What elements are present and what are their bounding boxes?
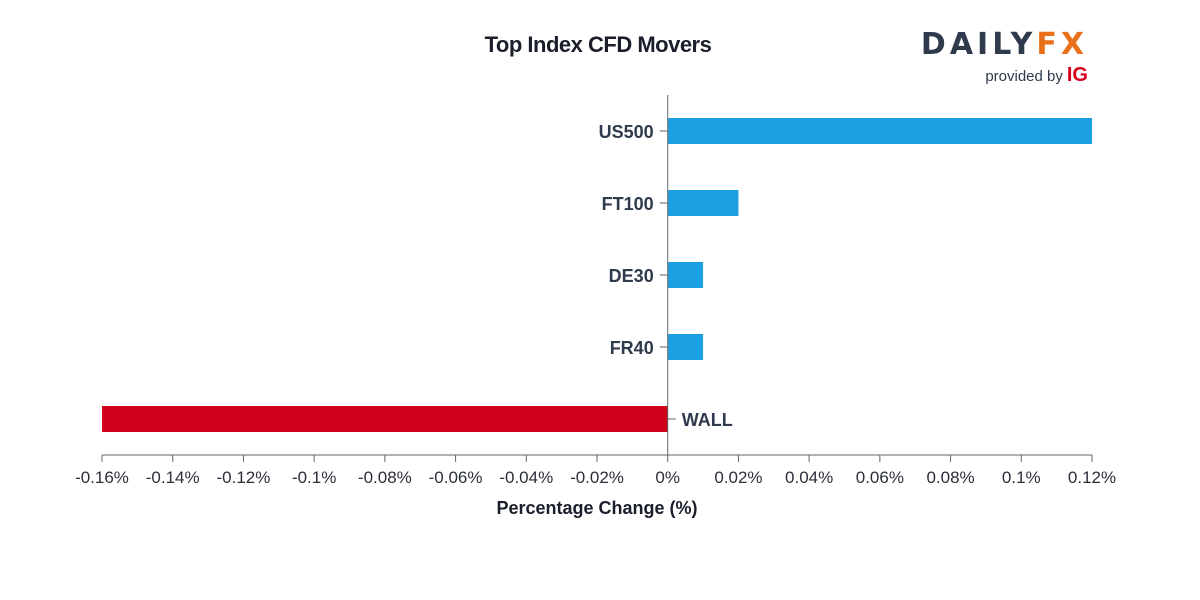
x-tick-label: -0.14% xyxy=(146,468,200,487)
ig-logo: IG xyxy=(1066,64,1088,86)
x-tick-label: 0.12% xyxy=(1068,468,1116,487)
bar-de30 xyxy=(667,262,704,288)
category-label-ft100: FT100 xyxy=(602,194,654,214)
category-label-fr40: FR40 xyxy=(610,338,654,358)
x-tick-label: -0.08% xyxy=(358,468,412,487)
x-tick-labels: -0.16% -0.14% -0.12% -0.1% -0.08% -0.06% -0.04… xyxy=(75,468,1116,487)
x-tick-label: -0.1% xyxy=(292,468,336,487)
category-label-us500: US500 xyxy=(599,122,654,142)
category-label-de30: DE30 xyxy=(609,266,654,286)
brand-name-right: FX xyxy=(1036,27,1088,62)
x-tick-label: 0.08% xyxy=(926,468,974,487)
x-tick-label: 0.02% xyxy=(714,468,762,487)
dailyfx-logo: DAILYFX provided by IG xyxy=(888,28,1088,87)
x-tick-label: 0.06% xyxy=(856,468,904,487)
brand-tagline: provided by IG xyxy=(888,64,1088,87)
x-tick-label: -0.02% xyxy=(570,468,624,487)
x-tick-label: 0% xyxy=(655,468,680,487)
category-label-wall: WALL xyxy=(682,410,733,430)
chart-title: Top Index CFD Movers xyxy=(484,32,712,57)
brand-name: DAILYFX xyxy=(888,28,1088,62)
category-labels: US500 FT100 DE30 FR40 WALL xyxy=(599,122,733,430)
x-tick-label: 0.1% xyxy=(1002,468,1041,487)
brand-name-left: DAILY xyxy=(920,27,1037,62)
bar-ft100 xyxy=(667,190,739,216)
x-tick-label: 0.04% xyxy=(785,468,833,487)
x-axis-title: Percentage Change (%) xyxy=(496,498,697,518)
axes-group xyxy=(101,95,1093,462)
x-tick-label: -0.16% xyxy=(75,468,129,487)
provided-by-text: provided by xyxy=(985,68,1063,85)
x-tick-label: -0.06% xyxy=(429,468,483,487)
x-tick-label: -0.12% xyxy=(216,468,270,487)
bars-group xyxy=(102,118,1092,432)
bar-fr40 xyxy=(667,334,704,360)
bar-wall xyxy=(102,406,668,432)
x-tick-label: -0.04% xyxy=(499,468,553,487)
bar-us500 xyxy=(667,118,1092,144)
